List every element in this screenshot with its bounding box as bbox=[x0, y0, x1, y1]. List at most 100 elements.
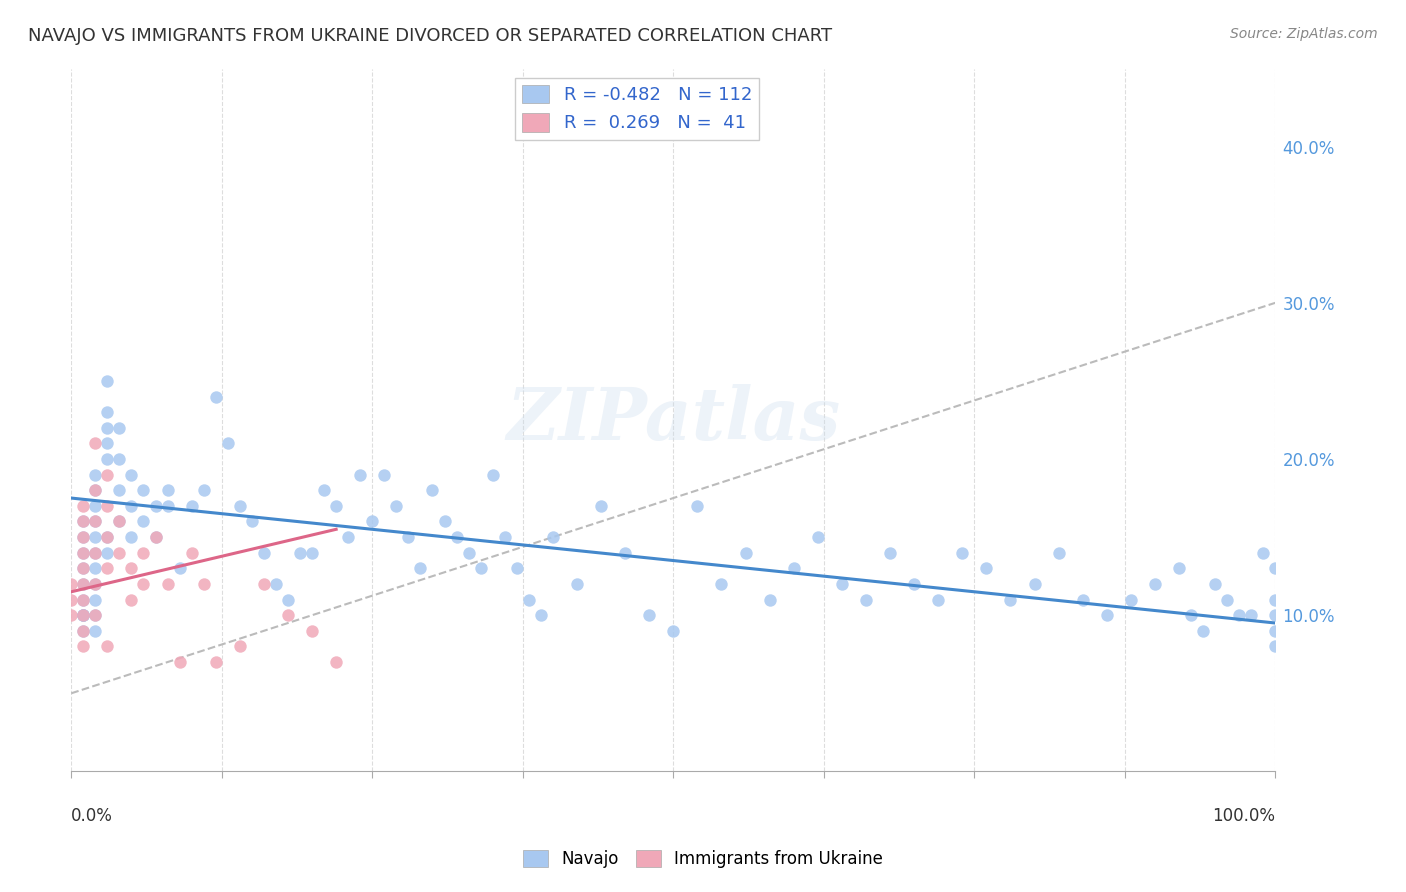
Point bbox=[96, 421, 118, 435]
Point bbox=[84, 546, 107, 560]
Point bbox=[72, 640, 94, 654]
Point bbox=[1264, 624, 1286, 638]
Point bbox=[325, 499, 347, 513]
Point bbox=[1071, 592, 1094, 607]
Point bbox=[1264, 608, 1286, 623]
Point bbox=[156, 483, 179, 498]
Point bbox=[1264, 640, 1286, 654]
Point bbox=[481, 467, 503, 482]
Point bbox=[1204, 577, 1226, 591]
Point bbox=[1119, 592, 1142, 607]
Point bbox=[614, 546, 637, 560]
Point bbox=[84, 515, 107, 529]
Point bbox=[72, 608, 94, 623]
Point bbox=[433, 515, 456, 529]
Point bbox=[84, 577, 107, 591]
Point bbox=[193, 483, 215, 498]
Point bbox=[879, 546, 901, 560]
Point bbox=[84, 467, 107, 482]
Point bbox=[108, 546, 131, 560]
Point bbox=[506, 561, 529, 575]
Point bbox=[758, 592, 780, 607]
Point bbox=[180, 499, 202, 513]
Point bbox=[541, 530, 564, 544]
Point bbox=[422, 483, 444, 498]
Point bbox=[1000, 592, 1022, 607]
Point bbox=[470, 561, 492, 575]
Point bbox=[72, 561, 94, 575]
Point bbox=[156, 577, 179, 591]
Point bbox=[1143, 577, 1166, 591]
Point bbox=[145, 499, 167, 513]
Point bbox=[84, 530, 107, 544]
Point bbox=[120, 592, 142, 607]
Point bbox=[686, 499, 709, 513]
Point bbox=[710, 577, 733, 591]
Point bbox=[831, 577, 853, 591]
Point bbox=[169, 561, 191, 575]
Legend: R = -0.482   N = 112, R =  0.269   N =  41: R = -0.482 N = 112, R = 0.269 N = 41 bbox=[515, 78, 759, 140]
Text: 100.0%: 100.0% bbox=[1212, 806, 1275, 824]
Point bbox=[530, 608, 553, 623]
Point bbox=[84, 515, 107, 529]
Text: 0.0%: 0.0% bbox=[72, 806, 112, 824]
Point bbox=[108, 421, 131, 435]
Point bbox=[396, 530, 419, 544]
Point bbox=[1047, 546, 1070, 560]
Point bbox=[72, 546, 94, 560]
Point bbox=[204, 390, 226, 404]
Point bbox=[72, 530, 94, 544]
Point bbox=[108, 515, 131, 529]
Point bbox=[132, 577, 155, 591]
Point bbox=[132, 515, 155, 529]
Point bbox=[807, 530, 830, 544]
Point bbox=[96, 452, 118, 467]
Point bbox=[446, 530, 468, 544]
Point bbox=[409, 561, 432, 575]
Point bbox=[84, 608, 107, 623]
Point bbox=[253, 577, 276, 591]
Point bbox=[72, 624, 94, 638]
Point bbox=[1095, 608, 1118, 623]
Point bbox=[589, 499, 612, 513]
Point bbox=[1216, 592, 1239, 607]
Point bbox=[1227, 608, 1250, 623]
Point bbox=[565, 577, 588, 591]
Point bbox=[72, 592, 94, 607]
Point bbox=[72, 515, 94, 529]
Point bbox=[60, 592, 83, 607]
Point bbox=[385, 499, 408, 513]
Point bbox=[84, 608, 107, 623]
Point bbox=[1264, 561, 1286, 575]
Text: Source: ZipAtlas.com: Source: ZipAtlas.com bbox=[1230, 27, 1378, 41]
Point bbox=[96, 561, 118, 575]
Point bbox=[60, 577, 83, 591]
Point bbox=[734, 546, 756, 560]
Point bbox=[253, 546, 276, 560]
Point bbox=[96, 405, 118, 419]
Point bbox=[96, 374, 118, 388]
Point bbox=[72, 561, 94, 575]
Point bbox=[314, 483, 336, 498]
Point bbox=[96, 546, 118, 560]
Point bbox=[120, 561, 142, 575]
Point bbox=[638, 608, 661, 623]
Point bbox=[301, 624, 323, 638]
Point bbox=[1024, 577, 1046, 591]
Point bbox=[132, 483, 155, 498]
Point bbox=[373, 467, 395, 482]
Point bbox=[349, 467, 371, 482]
Point bbox=[1168, 561, 1191, 575]
Point bbox=[494, 530, 516, 544]
Point bbox=[84, 577, 107, 591]
Point bbox=[72, 624, 94, 638]
Point bbox=[927, 592, 949, 607]
Point bbox=[169, 655, 191, 669]
Point bbox=[72, 608, 94, 623]
Point bbox=[60, 608, 83, 623]
Point bbox=[84, 436, 107, 450]
Point bbox=[96, 530, 118, 544]
Text: NAVAJO VS IMMIGRANTS FROM UKRAINE DIVORCED OR SEPARATED CORRELATION CHART: NAVAJO VS IMMIGRANTS FROM UKRAINE DIVORC… bbox=[28, 27, 832, 45]
Text: ZIPatlas: ZIPatlas bbox=[506, 384, 841, 456]
Point bbox=[229, 499, 252, 513]
